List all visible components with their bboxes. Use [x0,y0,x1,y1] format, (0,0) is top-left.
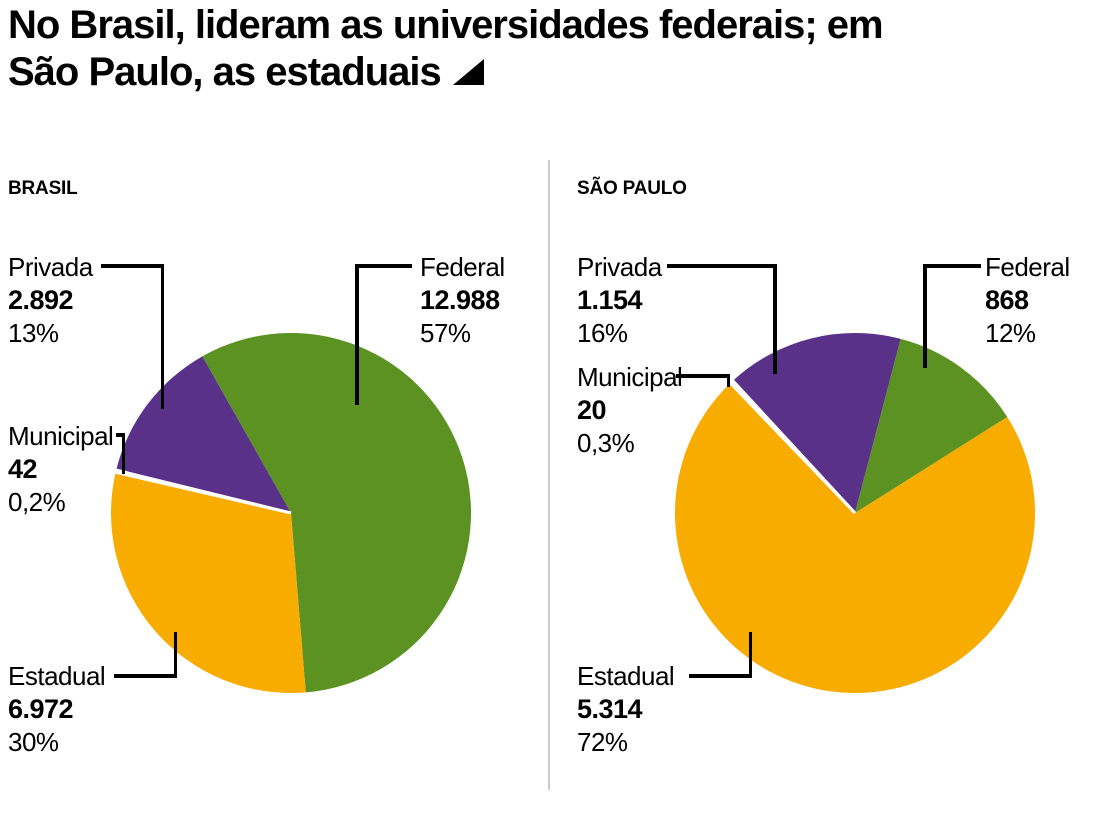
sao-paulo-privada-label: Privada 1.154 16% [577,251,662,350]
sao-paulo-chart-header: SÃO PAULO [577,178,687,199]
leader-line [160,264,164,409]
slice-percent: 72% [577,727,628,757]
leader-line [748,632,752,678]
pie-slice-federal [855,338,1008,513]
pie-slice-estadual [674,383,1035,693]
pie-slice-privada [116,356,291,513]
brasil-privada-label: Privada 2.892 13% [8,251,93,350]
slice-name: Municipal [577,362,683,392]
slice-percent: 30% [8,727,59,757]
slice-value: 20 [577,395,607,425]
leader-line [114,674,177,678]
slice-value: 2.892 [8,285,74,315]
title-line-2: São Paulo, as estaduais [8,50,442,94]
chart-title: No Brasil, lideram as universidades fede… [8,2,884,96]
slice-percent: 0,2% [8,487,66,517]
slice-percent: 0,3% [577,428,635,458]
leader-line [689,674,752,678]
brasil-estadual-label: Estadual 6.972 30% [8,660,106,759]
slice-value: 5.314 [577,694,643,724]
leader-line [101,264,164,268]
slice-percent: 16% [577,318,628,348]
leader-line [923,264,927,368]
slice-percent: 13% [8,318,59,348]
slice-name: Federal [985,252,1070,282]
leader-line [355,264,359,405]
slice-value: 6.972 [8,694,74,724]
slice-percent: 12% [985,318,1036,348]
sao-paulo-federal-label: Federal 868 12% [985,251,1070,350]
pie-slice-privada [732,333,901,513]
leader-line [121,433,125,474]
slice-name: Estadual [577,661,675,691]
leader-line [773,264,777,374]
leader-line [726,374,730,387]
sao-paulo-estadual-label: Estadual 5.314 72% [577,660,675,759]
slice-percent: 57% [420,318,471,348]
slice-name: Privada [577,252,662,282]
brasil-municipal-label: Municipal 42 0,2% [8,420,114,519]
slice-name: Municipal [8,421,114,451]
title-triangle-icon [452,59,484,85]
leader-line [676,374,730,378]
brasil-pie-chart [111,332,472,693]
slice-name: Estadual [8,661,106,691]
slice-value: 1.154 [577,285,643,315]
pie-slice-estadual [111,472,306,693]
leader-line [173,632,177,678]
brasil-chart-header: BRASIL [8,178,78,199]
chart-divider [548,160,550,790]
leader-line [923,264,981,268]
leader-line [667,264,777,268]
brasil-federal-label: Federal 12.988 57% [420,251,505,350]
leader-line [116,433,125,437]
slice-value: 42 [8,454,38,484]
slice-value: 12.988 [420,285,500,315]
sao-paulo-pie-chart [674,333,1035,693]
leader-line [355,264,412,268]
slice-name: Federal [420,252,505,282]
pie-slice-municipal [728,378,857,515]
title-line-1: No Brasil, lideram as universidades fede… [8,3,884,47]
pie-slice-federal [202,332,472,693]
slice-name: Privada [8,252,93,282]
slice-value: 868 [985,285,1029,315]
pie-slice-municipal [113,468,292,515]
sao-paulo-municipal-label: Municipal 20 0,3% [577,361,683,460]
